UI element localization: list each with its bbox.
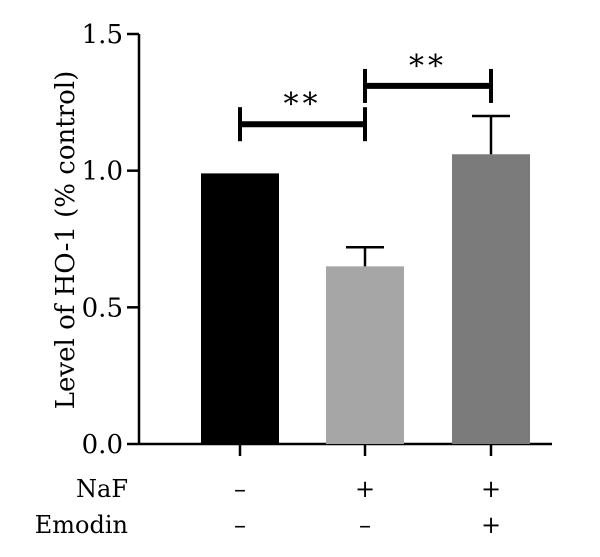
treatment-sign: – bbox=[234, 511, 246, 539]
y-axis: 0.0 0.5 1.0 1.5 bbox=[82, 20, 141, 460]
treatment-rows: NaF – + + Emodin – – + bbox=[35, 475, 501, 539]
treatment-sign: – bbox=[359, 511, 371, 539]
x-axis bbox=[139, 442, 552, 456]
y-axis-label: Level of HO-1 (% control) bbox=[51, 71, 81, 409]
treatment-sign: + bbox=[481, 511, 501, 539]
y-tick-label: 1.0 bbox=[82, 157, 123, 187]
treatment-row-label: Emodin bbox=[35, 511, 128, 539]
bars-group bbox=[201, 154, 530, 444]
y-tick-label: 1.5 bbox=[82, 20, 123, 50]
bar bbox=[201, 173, 279, 444]
y-tick-label: 0.5 bbox=[82, 293, 123, 323]
error-bars-group bbox=[346, 114, 510, 267]
bar bbox=[452, 154, 530, 444]
bar bbox=[326, 266, 404, 444]
y-tick-label: 0.0 bbox=[82, 430, 123, 460]
significance-label: ** bbox=[409, 49, 447, 84]
treatment-sign: + bbox=[481, 475, 501, 503]
significance-label: ** bbox=[284, 87, 322, 122]
treatment-sign: + bbox=[355, 475, 375, 503]
treatment-row-label: NaF bbox=[76, 475, 128, 503]
treatment-sign: – bbox=[234, 475, 246, 503]
significance-group: ** ** bbox=[238, 49, 493, 142]
